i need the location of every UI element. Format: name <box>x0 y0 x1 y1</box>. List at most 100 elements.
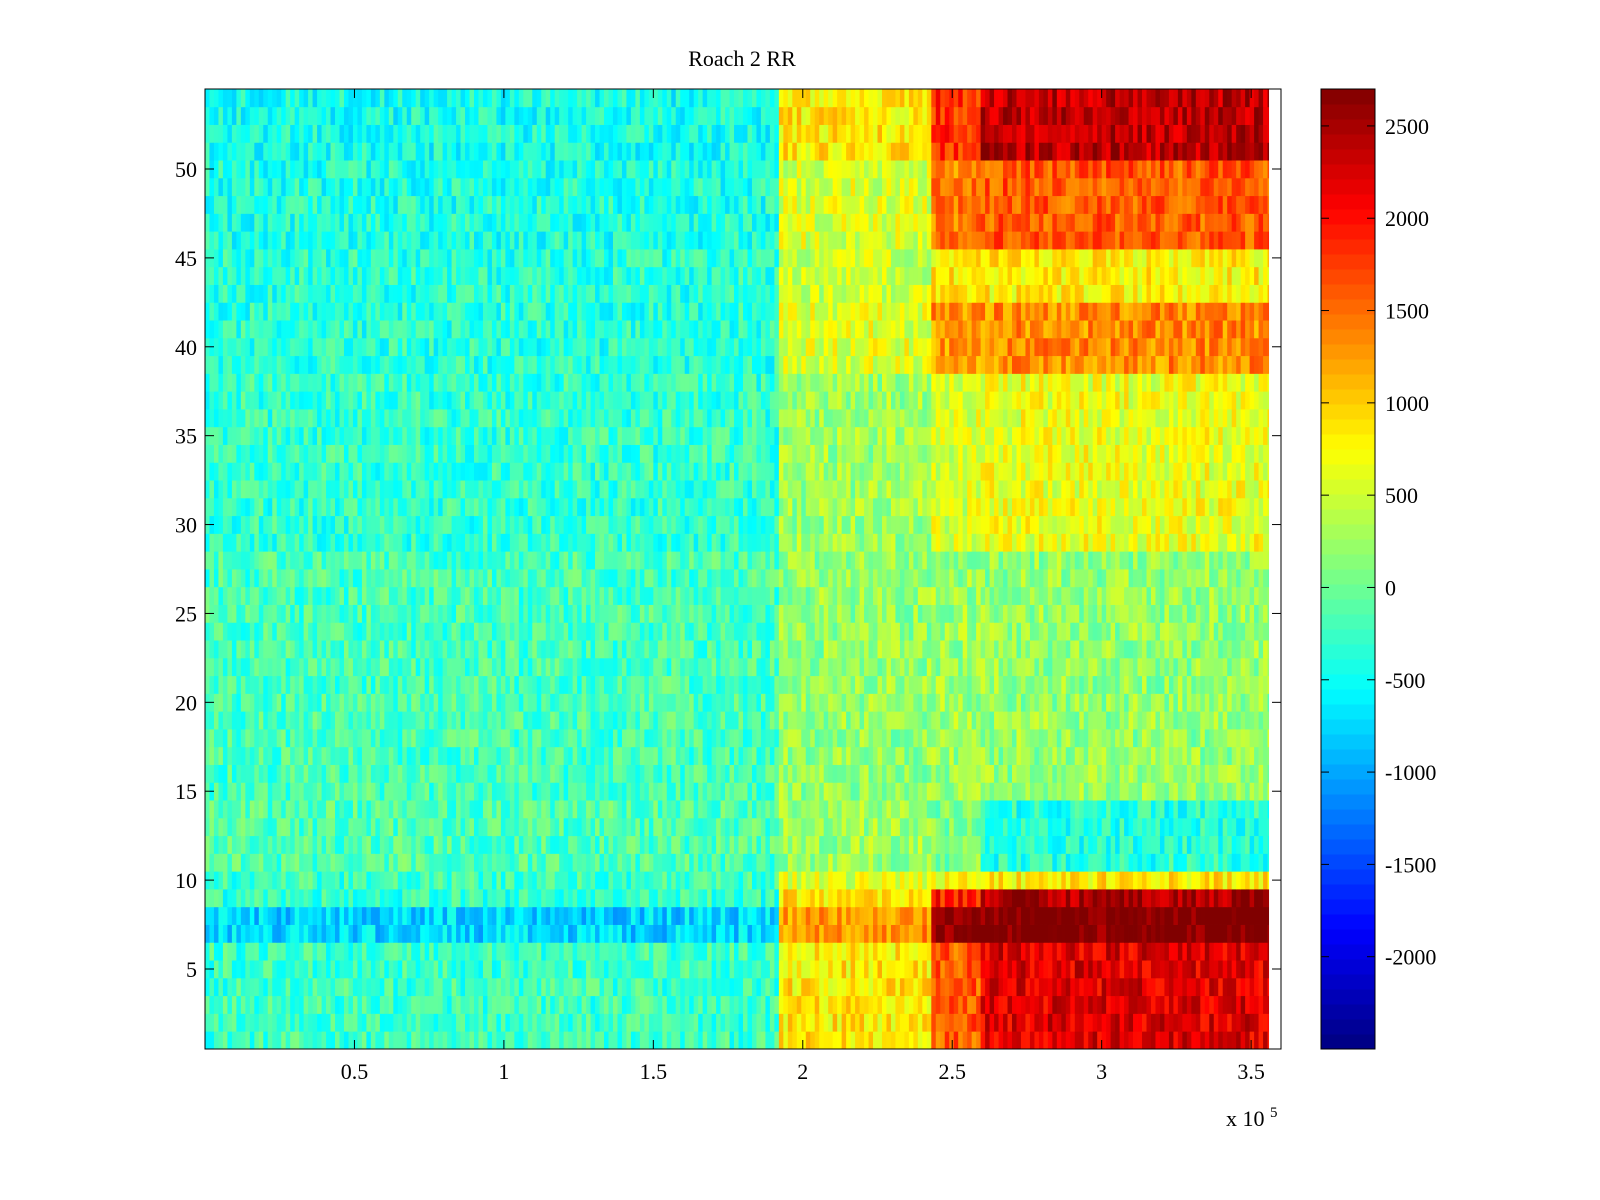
heatmap-cell <box>474 977 479 997</box>
heatmap-cell <box>841 693 847 712</box>
heatmap-cell <box>1047 960 1053 979</box>
heatmap-cell <box>1092 711 1098 730</box>
heatmap-cell <box>962 871 968 890</box>
heatmap-cell <box>917 924 923 943</box>
heatmap-cell <box>1200 924 1206 943</box>
heatmap-cell <box>1029 800 1035 819</box>
heatmap-cell <box>254 906 260 925</box>
heatmap-cell <box>1065 711 1071 730</box>
heatmap-cell <box>1258 995 1264 1014</box>
heatmap-cell <box>944 906 950 925</box>
heatmap-cell <box>1204 729 1210 748</box>
heatmap-cell <box>1007 924 1013 943</box>
heatmap-cell <box>747 906 753 925</box>
heatmap-cell <box>424 693 430 712</box>
heatmap-cell <box>1240 960 1246 979</box>
heatmap-cell <box>465 729 470 748</box>
heatmap-cell <box>352 729 358 748</box>
heatmap-cell <box>1200 711 1206 730</box>
heatmap-cell <box>474 871 479 890</box>
heatmap-cell <box>231 800 237 819</box>
heatmap-cell <box>725 889 730 908</box>
heatmap-cell <box>500 1013 506 1032</box>
heatmap-cell <box>877 889 883 908</box>
heatmap-cell <box>850 924 856 943</box>
heatmap-cell <box>653 924 659 943</box>
heatmap-cell <box>415 960 421 979</box>
heatmap-cell <box>482 977 488 997</box>
heatmap-cell <box>1065 960 1071 979</box>
heatmap-cell <box>734 924 739 943</box>
heatmap-cell <box>568 693 574 712</box>
heatmap-cell <box>550 675 556 694</box>
heatmap-cell <box>832 977 838 997</box>
heatmap-cell <box>998 711 1004 730</box>
heatmap-cell <box>1150 1013 1156 1032</box>
heatmap-cell <box>693 782 699 801</box>
heatmap-cell <box>944 729 950 748</box>
heatmap-cell <box>1110 977 1116 997</box>
heatmap-cell <box>756 853 762 872</box>
heatmap-cell <box>1056 729 1062 748</box>
heatmap-cell <box>465 817 470 837</box>
heatmap-cell <box>348 835 354 854</box>
heatmap-cell <box>1034 889 1040 908</box>
heatmap-cell <box>406 800 412 819</box>
heatmap-cell <box>482 693 488 712</box>
heatmap-cell <box>881 960 887 979</box>
heatmap-cell <box>1065 729 1071 748</box>
heatmap-cell <box>1159 977 1165 997</box>
heatmap-cell <box>231 782 237 801</box>
heatmap-cell <box>451 889 457 908</box>
heatmap-cell <box>370 977 376 997</box>
heatmap-cell <box>962 711 968 730</box>
heatmap-cell <box>1056 711 1062 730</box>
heatmap-cell <box>339 746 345 765</box>
heatmap-cell <box>330 711 336 730</box>
heatmap-cell <box>989 711 995 730</box>
heatmap-cell <box>290 746 296 765</box>
heatmap-cell <box>1070 693 1076 712</box>
heatmap-cell <box>832 729 838 748</box>
heatmap-cell <box>496 800 502 819</box>
heatmap-cell <box>1249 906 1255 925</box>
heatmap-cell <box>617 764 623 783</box>
heatmap-cell <box>563 729 569 748</box>
heatmap-cell <box>348 693 354 712</box>
heatmap-cell <box>1168 1031 1174 1050</box>
heatmap-cell <box>913 729 919 748</box>
heatmap-cell <box>487 960 493 979</box>
heatmap-cell <box>756 889 762 908</box>
heatmap-cell <box>1191 889 1197 908</box>
heatmap-cell <box>801 1031 807 1050</box>
heatmap-cell <box>536 853 542 872</box>
heatmap-cell <box>550 800 556 819</box>
heatmap-cell <box>890 942 896 961</box>
heatmap-cell <box>917 693 923 712</box>
heatmap-cell <box>249 746 255 765</box>
heatmap-cell <box>438 871 444 890</box>
heatmap-cell <box>1079 1031 1085 1050</box>
heatmap-cell <box>828 853 834 872</box>
heatmap-cell <box>339 782 345 801</box>
heatmap-cell <box>864 746 869 765</box>
heatmap-cell <box>1222 1031 1228 1050</box>
heatmap-cell <box>213 693 219 712</box>
heatmap-cell <box>720 675 726 694</box>
heatmap-cell <box>644 924 650 943</box>
heatmap-cell <box>532 711 538 730</box>
heatmap-cell <box>1146 764 1152 783</box>
heatmap-cell <box>953 693 959 712</box>
heatmap-cell <box>532 729 538 748</box>
heatmap-cell <box>1034 942 1040 961</box>
heatmap-cell <box>343 906 349 925</box>
heatmap-cell <box>720 782 726 801</box>
heatmap-cell <box>1173 782 1179 801</box>
heatmap-cell <box>339 960 345 979</box>
heatmap-cell <box>922 746 928 765</box>
heatmap-cell <box>379 1031 385 1050</box>
heatmap-cell <box>438 977 444 997</box>
heatmap-cell <box>1213 924 1219 943</box>
heatmap-cell <box>1029 782 1035 801</box>
heatmap-cell <box>823 729 829 748</box>
